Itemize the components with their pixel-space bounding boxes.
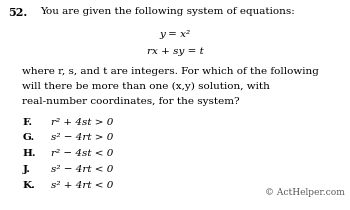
- Text: rx + sy = t: rx + sy = t: [147, 47, 203, 56]
- Text: G.: G.: [23, 133, 35, 142]
- Text: H.: H.: [23, 149, 36, 158]
- Text: where r, s, and t are integers. For which of the following: where r, s, and t are integers. For whic…: [22, 67, 318, 76]
- Text: y = x²: y = x²: [160, 30, 190, 39]
- Text: s² + 4rt < 0: s² + 4rt < 0: [51, 181, 113, 190]
- Text: K.: K.: [23, 181, 36, 190]
- Text: r² + 4st > 0: r² + 4st > 0: [51, 118, 113, 127]
- Text: J.: J.: [23, 165, 31, 174]
- Text: You are given the following system of equations:: You are given the following system of eq…: [40, 7, 295, 16]
- Text: r² − 4st < 0: r² − 4st < 0: [51, 149, 113, 158]
- Text: F.: F.: [23, 118, 33, 127]
- Text: s² − 4rt < 0: s² − 4rt < 0: [51, 165, 113, 174]
- Text: real-number coordinates, for the system?: real-number coordinates, for the system?: [22, 97, 239, 106]
- Text: © ActHelper.com: © ActHelper.com: [265, 188, 345, 197]
- Text: will there be more than one (x,y) solution, with: will there be more than one (x,y) soluti…: [22, 82, 270, 91]
- Text: s² − 4rt > 0: s² − 4rt > 0: [51, 133, 113, 142]
- Text: 52.: 52.: [8, 7, 27, 18]
